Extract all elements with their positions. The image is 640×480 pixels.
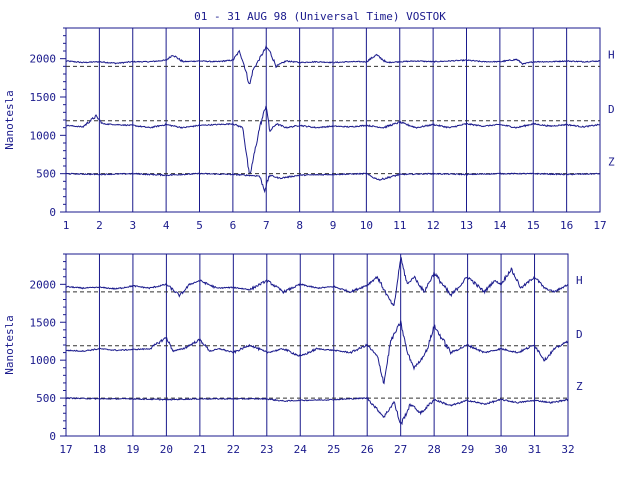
trace-d (65, 105, 601, 175)
x-tick-label: 2 (96, 219, 103, 232)
series-label-z: Z (608, 156, 615, 169)
panel-aug-01-17: 1 2 3 4 5 6 7 8 9 10 11 12 13 14 15 16 17050010001500200… (3, 27, 615, 232)
y-tick-label: 500 (36, 168, 56, 181)
y-tick-label: 0 (49, 430, 56, 443)
chart-title: 01 - 31 AUG 98 (Universal Time) VOSTOK (194, 10, 446, 23)
x-tick-label: 9 (330, 219, 337, 232)
x-tick-label: 25 (327, 443, 340, 456)
x-tick-label: 32 (561, 443, 574, 456)
x-tick-label: 13 (460, 219, 473, 232)
x-tick-label: 11 (393, 219, 406, 232)
x-tick-label: 15 (527, 219, 540, 232)
x-tick-label: 18 (93, 443, 106, 456)
x-tick-label: 27 (394, 443, 407, 456)
trace-z (65, 172, 601, 194)
series-label-h: H (576, 274, 583, 287)
series-label-d: D (608, 103, 615, 116)
series-label-z: Z (576, 380, 583, 393)
x-tick-label: 16 (560, 219, 573, 232)
x-tick-label: 8 (296, 219, 303, 232)
y-tick-label: 1000 (30, 354, 57, 367)
x-tick-label: 28 (428, 443, 441, 456)
x-tick-label: 20 (160, 443, 173, 456)
panel-aug-17-32: 17 18 19 20 21 22 23 24 25 26 27 28 29 30 31 32 0 500 1000… (3, 253, 583, 456)
trace-z (65, 396, 569, 426)
x-tick-label: 12 (427, 219, 440, 232)
x-tick-label: 19 (126, 443, 139, 456)
y-axis-label: Nanotesla (3, 315, 16, 375)
y-tick-label: 1000 (30, 129, 57, 142)
trace-d (65, 320, 569, 385)
series-label-h: H (608, 48, 615, 61)
y-tick-label: 500 (36, 392, 56, 405)
x-tick-label: 10 (360, 219, 373, 232)
x-tick-label: 1 (63, 219, 70, 232)
x-tick-label: 30 (494, 443, 507, 456)
x-tick-label: 26 (361, 443, 374, 456)
y-axis-label: Nanotesla (3, 90, 16, 150)
y-tick-label: 2000 (30, 278, 57, 291)
x-tick-label: 7 (263, 219, 270, 232)
trace-h (65, 45, 601, 85)
x-tick-label: 22 (227, 443, 240, 456)
y-tick-label: 0 (49, 206, 56, 219)
trace-h (65, 256, 569, 307)
series-label-d: D (576, 328, 583, 341)
x-tick-label: 17 (59, 443, 72, 456)
y-tick-label: 1500 (30, 91, 57, 104)
x-tick-label: 5 (196, 219, 203, 232)
x-tick-label: 31 (528, 443, 541, 456)
x-tick-label: 24 (294, 443, 308, 456)
x-tick-label: 23 (260, 443, 273, 456)
x-tick-label: 21 (193, 443, 206, 456)
y-tick-label: 2000 (30, 53, 57, 66)
plot-frame (65, 253, 569, 437)
x-tick-label: 4 (163, 219, 170, 232)
y-tick-label: 1500 (30, 316, 57, 329)
x-tick-label: 3 (129, 219, 136, 232)
x-tick-label: 17 (593, 219, 606, 232)
x-tick-label: 14 (493, 219, 507, 232)
x-tick-label: 6 (230, 219, 237, 232)
x-tick-label: 29 (461, 443, 474, 456)
